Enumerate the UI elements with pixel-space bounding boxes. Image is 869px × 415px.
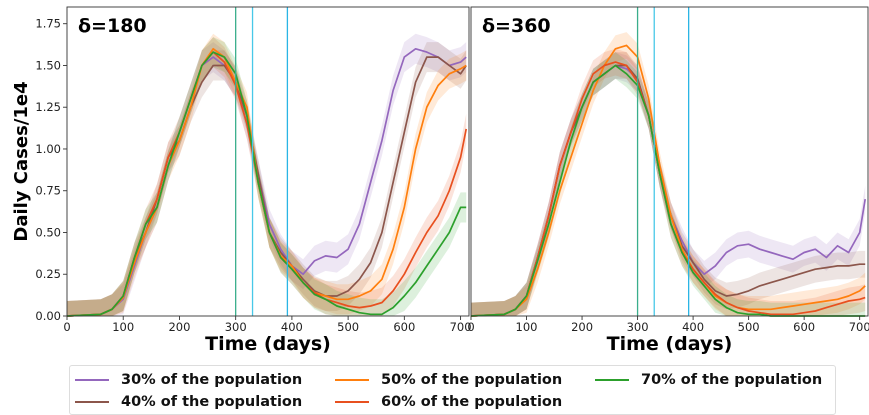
x-tick-label-1-0: 0 — [467, 320, 474, 334]
x-tick-label-0-1: 100 — [112, 320, 134, 334]
confidence-band-0-1 — [67, 42, 467, 316]
legend-label-60: 60% of the population — [381, 394, 563, 410]
x-tick-label-0-3: 300 — [225, 320, 247, 334]
legend-label-40: 40% of the population — [121, 394, 303, 410]
x-tick-label-1-4: 400 — [682, 320, 704, 334]
y-tick-label-0-3: 0.75 — [35, 184, 61, 198]
plot-frame-0 — [66, 6, 470, 317]
y-axis-label: Daily Cases/1e4 — [11, 81, 32, 241]
x-axis-label-1: Time (days) — [607, 333, 733, 355]
y-tick-label-0-0: 0.00 — [35, 309, 61, 323]
x-tick-label-0-2: 200 — [168, 320, 190, 334]
y-tick-label-0-4: 1.00 — [35, 142, 61, 156]
y-tick-label-0-6: 1.50 — [35, 58, 61, 72]
x-tick-label-1-3: 300 — [627, 320, 649, 334]
confidence-band-1-0 — [471, 52, 866, 316]
legend-label-50: 50% of the population — [381, 372, 563, 388]
y-tick-label-0-7: 1.75 — [35, 17, 61, 31]
legend-item-50: 50% of the population — [335, 369, 562, 391]
x-tick-label-1-7: 700 — [849, 320, 869, 334]
legend-label-70: 70% of the population — [641, 372, 823, 388]
series-line-0-1 — [66, 56, 467, 317]
panel-title-0: δ=180 — [78, 15, 147, 37]
series-line-1-2 — [470, 44, 866, 317]
x-tick-label-1-2: 200 — [571, 320, 593, 334]
x-tick-label-1-5: 500 — [738, 320, 760, 334]
legend-swatch-30 — [75, 379, 109, 381]
legend-item-70: 70% of the population — [595, 369, 822, 391]
series-line-0-4 — [66, 51, 467, 317]
plot-frame-1 — [470, 6, 869, 317]
legend-swatch-50 — [335, 379, 369, 381]
x-tick-label-0-7: 700 — [450, 320, 472, 334]
x-tick-label-1-1: 100 — [516, 320, 538, 334]
legend-swatch-40 — [75, 401, 109, 403]
x-tick-label-1-6: 600 — [793, 320, 815, 334]
legend-label-30: 30% of the population — [121, 372, 303, 388]
y-tick-label-0-5: 1.25 — [35, 100, 61, 114]
legend-item-30: 30% of the population — [75, 369, 302, 391]
legend-swatch-60 — [335, 401, 369, 403]
x-tick-label-0-6: 600 — [393, 320, 415, 334]
x-tick-label-0-4: 400 — [281, 320, 303, 334]
legend-item-60: 60% of the population — [335, 391, 562, 413]
x-axis-label-0: Time (days) — [205, 333, 331, 355]
legend-item-40: 40% of the population — [75, 391, 302, 413]
legend-swatch-70 — [595, 379, 629, 381]
y-tick-label-0-2: 0.50 — [35, 225, 61, 239]
legend: 30% of the population 40% of the populat… — [69, 365, 836, 415]
confidence-band-0-0 — [67, 33, 467, 316]
x-tick-label-0-5: 500 — [337, 320, 359, 334]
x-tick-label-0-0: 0 — [63, 320, 70, 334]
y-tick-label-0-1: 0.25 — [35, 267, 61, 281]
panel-title-1: δ=360 — [482, 15, 551, 37]
